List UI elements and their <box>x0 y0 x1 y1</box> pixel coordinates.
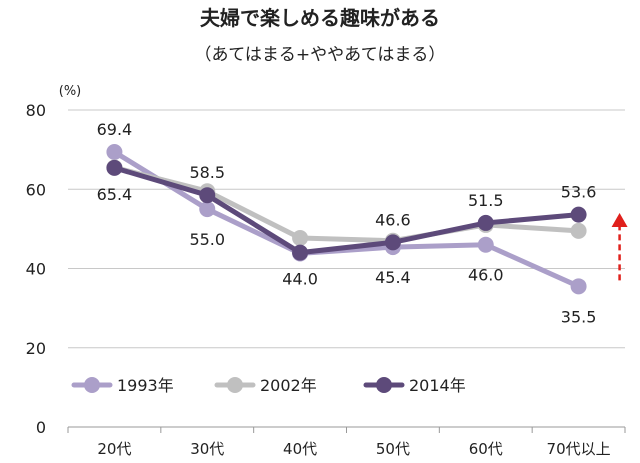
chart-title: 夫婦で楽しめる趣味がある <box>200 6 440 30</box>
data-label: 55.0 <box>189 230 225 249</box>
legend-label: 1993年 <box>117 376 174 395</box>
legend-label: 2002年 <box>260 376 317 395</box>
x-tick-label: 40代 <box>283 440 317 458</box>
legend-swatch-marker <box>376 377 392 393</box>
legend-label: 2014年 <box>409 376 466 395</box>
series-line-1 <box>111 164 582 244</box>
data-label: 46.6 <box>375 210 411 229</box>
data-point-2 <box>199 187 216 204</box>
x-tick-label: 70代以上 <box>547 440 611 458</box>
x-tick-label: 30代 <box>190 440 224 458</box>
data-point-2 <box>292 244 309 261</box>
data-label: 35.5 <box>561 307 597 326</box>
trend-arrow-head <box>611 212 628 227</box>
data-point-2 <box>570 206 587 223</box>
legend-swatch-marker <box>227 377 243 393</box>
data-label: 44.0 <box>282 270 318 289</box>
y-axis-unit-label: (%) <box>59 84 82 99</box>
data-point-2 <box>477 214 494 231</box>
data-label: 65.4 <box>97 185 133 204</box>
data-point-0 <box>199 201 216 218</box>
y-tick-label: 80 <box>26 101 46 120</box>
y-tick-label: 60 <box>26 180 46 199</box>
data-point-0 <box>570 278 587 295</box>
x-tick-label: 60代 <box>469 440 503 458</box>
x-tick-label: 20代 <box>97 440 131 458</box>
data-point-2 <box>384 234 401 251</box>
data-label: 58.5 <box>189 163 225 182</box>
series-line-0 <box>111 149 582 289</box>
legend-swatch-marker <box>84 377 100 393</box>
data-point-1 <box>570 222 587 239</box>
data-label: 69.4 <box>97 120 133 139</box>
y-tick-label: 40 <box>26 260 46 279</box>
data-point-0 <box>477 236 494 253</box>
data-label: 45.4 <box>375 268 411 287</box>
y-tick-label: 20 <box>26 339 46 358</box>
data-point-1 <box>292 229 309 246</box>
series-line-2 <box>111 165 582 256</box>
data-label: 51.5 <box>468 191 504 210</box>
data-point-0 <box>106 144 123 161</box>
data-label: 53.6 <box>561 183 597 202</box>
data-point-2 <box>106 159 123 176</box>
chart-subtitle: （あてはまる+ややあてはまる） <box>194 45 446 65</box>
x-tick-label: 50代 <box>376 440 410 458</box>
y-tick-label: 0 <box>36 418 46 437</box>
data-label: 46.0 <box>468 266 504 285</box>
